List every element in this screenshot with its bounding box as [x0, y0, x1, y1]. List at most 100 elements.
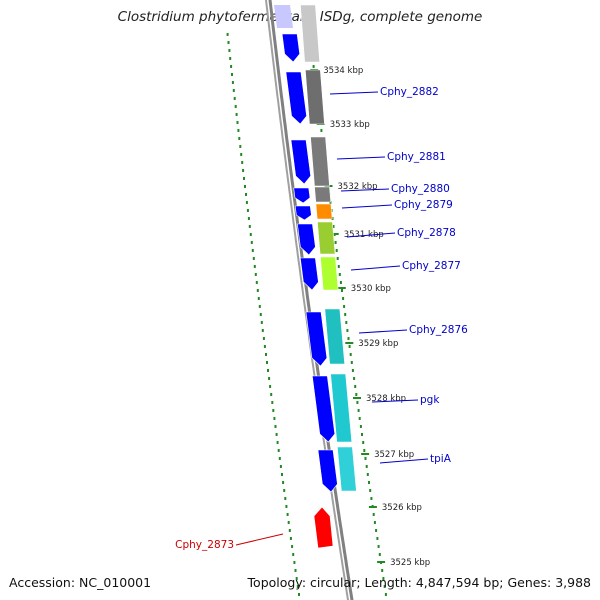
gc-dot-inner	[288, 529, 291, 532]
topology-label: Topology:	[247, 575, 307, 590]
tick-label: 3530 kbp	[351, 284, 391, 294]
gene-arrow-partial	[274, 5, 293, 28]
gene-label-leader	[329, 91, 379, 95]
gene-arrow	[293, 187, 311, 204]
gene-label[interactable]: Cphy_2882	[380, 86, 439, 98]
gc-dot-outer	[358, 417, 361, 420]
gc-dot-outer	[342, 297, 345, 300]
gene-label[interactable]: Cphy_2877	[402, 260, 461, 272]
gene-label[interactable]: Cphy_2880	[391, 183, 450, 195]
cog-block	[310, 136, 330, 187]
gc-dot-outer	[384, 593, 387, 596]
gc-dot-outer	[339, 281, 342, 284]
gc-dot-inner	[276, 441, 279, 444]
gc-dot-inner	[249, 233, 252, 236]
gc-content-dots	[226, 33, 387, 596]
gc-dot-inner	[273, 417, 276, 420]
gc-dot-inner	[239, 145, 242, 148]
gc-dot-inner	[293, 561, 296, 564]
gc-dot-outer	[376, 537, 379, 540]
gc-dot-outer	[332, 225, 335, 228]
gc-dot-inner	[286, 513, 289, 516]
gc-dot-inner	[245, 201, 248, 204]
gc-dot-outer	[359, 425, 362, 428]
gc-dot-inner	[229, 57, 232, 60]
gc-dot-inner	[270, 393, 273, 396]
gc-dot-inner	[279, 465, 282, 468]
gene-label[interactable]: Cphy_2881	[387, 151, 446, 163]
tick-label: 3527 kbp	[374, 450, 414, 460]
gc-dot-outer	[369, 489, 372, 492]
genes-value: 3,988	[555, 575, 591, 590]
gene-arrow	[285, 71, 307, 125]
gc-dot-outer	[353, 377, 356, 380]
gc-dot-inner	[233, 97, 236, 100]
gc-dot-inner	[285, 505, 288, 508]
gc-dot-outer	[349, 353, 352, 356]
gene-arrow	[297, 223, 316, 256]
gene-label[interactable]: Cphy_2878	[397, 227, 456, 239]
gc-dot-inner	[238, 137, 241, 140]
gc-dot-outer	[329, 201, 332, 204]
gc-dot-outer	[351, 369, 354, 372]
gc-dot-inner	[272, 409, 275, 412]
gc-dot-inner	[258, 305, 261, 308]
gc-dot-inner	[245, 193, 247, 196]
backbone-arc	[264, 0, 354, 600]
gc-dot-inner	[247, 217, 250, 220]
gene-arrow	[311, 375, 336, 443]
gc-dot-inner	[251, 249, 254, 252]
gc-dot-outer	[320, 129, 323, 132]
length-value: 4,847,594 bp	[415, 575, 500, 590]
gc-dot-inner	[287, 521, 290, 524]
genes-label: Genes:	[507, 575, 552, 590]
gc-dot-outer	[312, 65, 315, 68]
gc-dot-inner	[275, 433, 278, 436]
gene-label[interactable]: Cphy_2876	[409, 324, 468, 336]
accession-info: Accession: NC_010001	[9, 575, 151, 590]
tick-label: 3531 kbp	[344, 230, 384, 240]
gene-label-leader	[379, 458, 429, 464]
gene-label-leader	[235, 533, 284, 546]
gc-dot-inner	[291, 545, 294, 548]
gene-label[interactable]: pgk	[420, 394, 440, 406]
gc-dot-inner	[226, 33, 229, 36]
gene-arrows	[274, 5, 338, 549]
gc-dot-inner	[246, 209, 249, 212]
gc-dot-outer	[375, 529, 378, 532]
gene-label-leader	[371, 399, 419, 403]
length-label: Length:	[364, 575, 412, 590]
gc-dot-inner	[289, 537, 292, 540]
gc-dot-outer	[366, 473, 369, 476]
gc-dot-outer	[350, 361, 353, 364]
gc-dot-outer	[382, 577, 385, 580]
gc-dot-outer	[357, 409, 360, 412]
gene-label[interactable]: Cphy_2879	[394, 199, 453, 211]
gc-dot-outer	[347, 337, 350, 340]
tick-label: 3533 kbp	[330, 120, 370, 130]
gc-dot-inner	[236, 121, 239, 124]
gc-dot-inner	[253, 265, 256, 268]
gc-dot-inner	[284, 497, 287, 500]
gc-dot-inner	[240, 153, 243, 156]
gc-dot-inner	[232, 89, 235, 92]
gc-dot-inner	[260, 321, 263, 324]
gc-dot-inner	[255, 281, 258, 284]
gc-dot-outer	[344, 313, 347, 316]
backbone-line	[268, 0, 354, 600]
gc-dot-inner	[294, 569, 297, 572]
gene-label-leader	[341, 204, 393, 209]
cog-blocks	[300, 4, 357, 492]
gc-dot-inner	[254, 273, 257, 276]
tick-label: 3529 kbp	[358, 339, 398, 349]
gc-dot-inner	[296, 585, 299, 588]
gene-label[interactable]: Cphy_2873	[175, 539, 234, 551]
gene-label[interactable]: tpiA	[430, 453, 452, 465]
gene-label-leader	[340, 188, 390, 192]
gc-dot-inner	[282, 481, 285, 484]
gc-dot-inner	[257, 297, 260, 300]
gc-dot-outer	[355, 393, 358, 396]
gc-dot-inner	[261, 329, 264, 332]
